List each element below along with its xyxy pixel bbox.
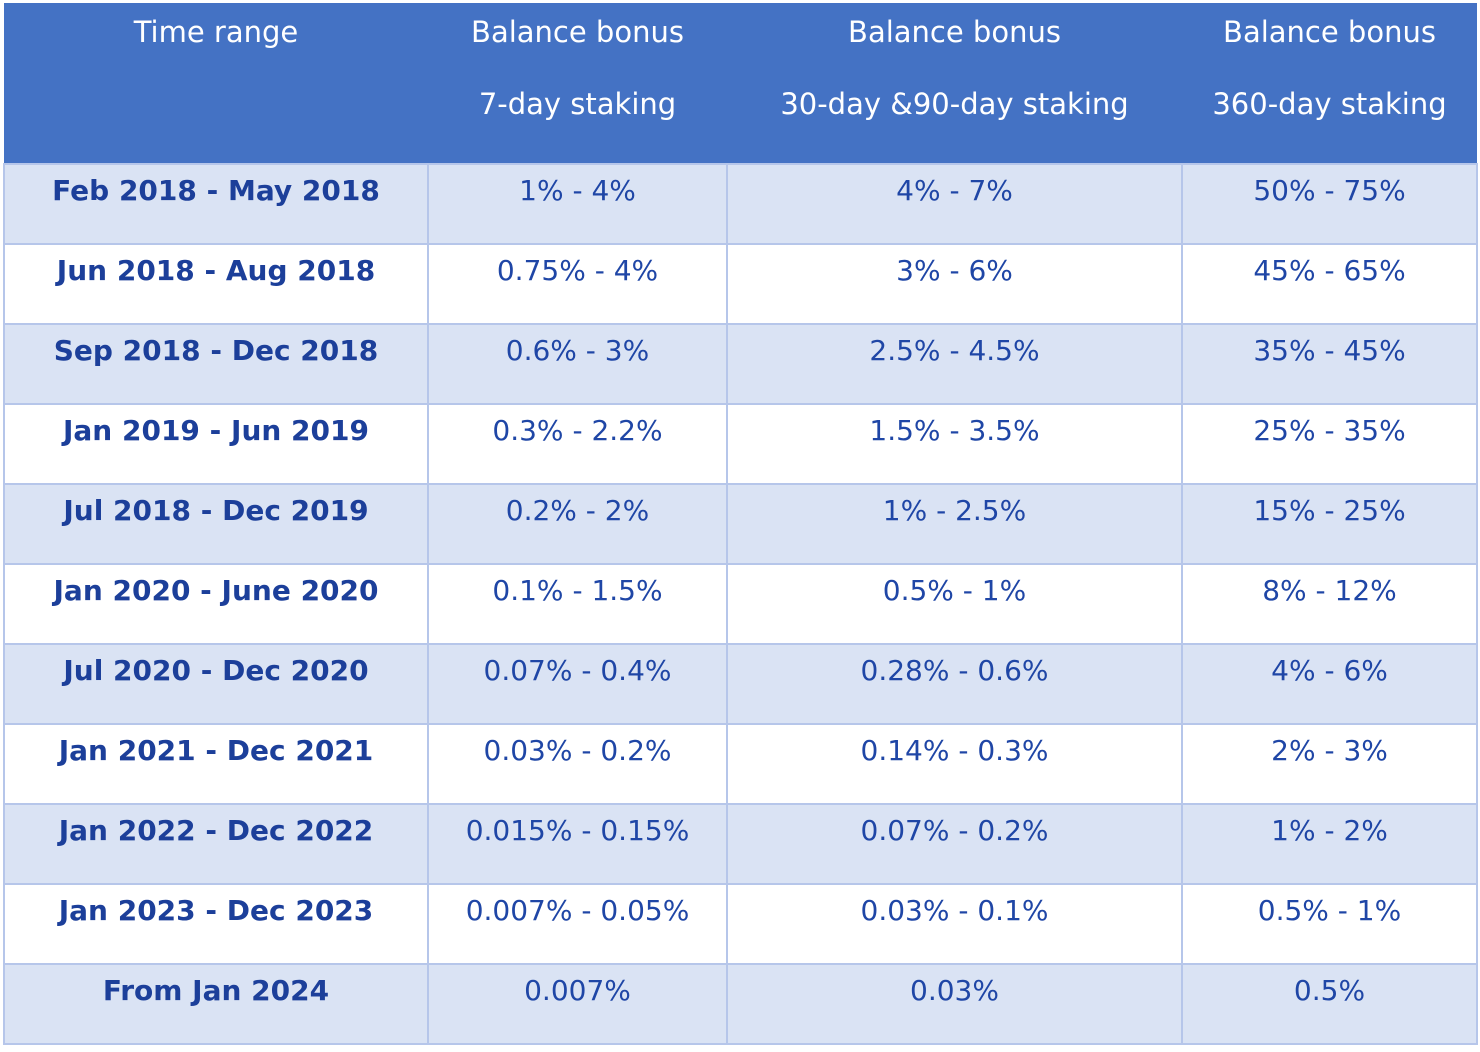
bonus-360-day-cell: 2% - 3%: [1181, 723, 1478, 805]
header-row: Time range Balance bonus 7-day staking B…: [4, 3, 1477, 164]
header-sublabel: 7-day staking: [478, 87, 677, 121]
bonus-360-day-cell: 0.5% - 1%: [1181, 883, 1478, 965]
bonus-7-day-cell: 0.6% - 3%: [427, 323, 728, 405]
bonus-7-day-cell: 0.015% - 0.15%: [427, 803, 728, 885]
table-row: Feb 2018 - May 2018 1% - 4% 4% - 7% 50% …: [3, 163, 1478, 245]
bonus-360-day-cell: 35% - 45%: [1181, 323, 1478, 405]
bonus-30-90-day-cell: 3% - 6%: [726, 243, 1183, 325]
header-7-day: Balance bonus 7-day staking: [428, 3, 727, 164]
bonus-30-90-day-cell: 1.5% - 3.5%: [726, 403, 1183, 485]
time-range-cell: Jul 2018 - Dec 2019: [3, 483, 429, 565]
bonus-30-90-day-cell: 2.5% - 4.5%: [726, 323, 1183, 405]
bonus-30-90-day-cell: 0.5% - 1%: [726, 563, 1183, 645]
time-range-cell: Sep 2018 - Dec 2018: [3, 323, 429, 405]
time-range-cell: Feb 2018 - May 2018: [3, 163, 429, 245]
header-360-day: Balance bonus 360-day staking: [1182, 3, 1477, 164]
bonus-7-day-cell: 0.007% - 0.05%: [427, 883, 728, 965]
bonus-7-day-cell: 1% - 4%: [427, 163, 728, 245]
bonus-360-day-cell: 45% - 65%: [1181, 243, 1478, 325]
header-sublabel: 30-day &90-day staking: [780, 87, 1129, 121]
header-time-range: Time range: [4, 3, 428, 164]
header-label: Balance bonus: [471, 15, 684, 49]
bonus-360-day-cell: 1% - 2%: [1181, 803, 1478, 885]
table-row: Sep 2018 - Dec 2018 0.6% - 3% 2.5% - 4.5…: [3, 323, 1478, 405]
header-label: Time range: [133, 15, 299, 49]
bonus-7-day-cell: 0.75% - 4%: [427, 243, 728, 325]
bonus-30-90-day-cell: 0.03% - 0.1%: [726, 883, 1183, 965]
table-body: Feb 2018 - May 2018 1% - 4% 4% - 7% 50% …: [3, 163, 1478, 1045]
table-row: Jan 2023 - Dec 2023 0.007% - 0.05% 0.03%…: [3, 883, 1478, 965]
header-label: Balance bonus: [848, 15, 1061, 49]
bonus-7-day-cell: 0.07% - 0.4%: [427, 643, 728, 725]
table-row: Jan 2022 - Dec 2022 0.015% - 0.15% 0.07%…: [3, 803, 1478, 885]
table-row: Jul 2020 - Dec 2020 0.07% - 0.4% 0.28% -…: [3, 643, 1478, 725]
bonus-7-day-cell: 0.03% - 0.2%: [427, 723, 728, 805]
bonus-360-day-cell: 4% - 6%: [1181, 643, 1478, 725]
time-range-cell: From Jan 2024: [3, 963, 429, 1045]
bonus-7-day-cell: 0.007%: [427, 963, 728, 1045]
bonus-360-day-cell: 0.5%: [1181, 963, 1478, 1045]
header-sublabel: 360-day staking: [1212, 87, 1447, 121]
bonus-7-day-cell: 0.1% - 1.5%: [427, 563, 728, 645]
time-range-cell: Jan 2020 - June 2020: [3, 563, 429, 645]
table-row: Jan 2019 - Jun 2019 0.3% - 2.2% 1.5% - 3…: [3, 403, 1478, 485]
bonus-30-90-day-cell: 4% - 7%: [726, 163, 1183, 245]
bonus-360-day-cell: 8% - 12%: [1181, 563, 1478, 645]
header-30-90-day: Balance bonus 30-day &90-day staking: [727, 3, 1182, 164]
time-range-cell: Jan 2019 - Jun 2019: [3, 403, 429, 485]
time-range-cell: Jul 2020 - Dec 2020: [3, 643, 429, 725]
bonus-360-day-cell: 25% - 35%: [1181, 403, 1478, 485]
table-row: Jan 2020 - June 2020 0.1% - 1.5% 0.5% - …: [3, 563, 1478, 645]
time-range-cell: Jun 2018 - Aug 2018: [3, 243, 429, 325]
table-row: Jan 2021 - Dec 2021 0.03% - 0.2% 0.14% -…: [3, 723, 1478, 805]
time-range-cell: Jan 2021 - Dec 2021: [3, 723, 429, 805]
bonus-30-90-day-cell: 0.14% - 0.3%: [726, 723, 1183, 805]
bonus-360-day-cell: 50% - 75%: [1181, 163, 1478, 245]
table-row: Jun 2018 - Aug 2018 0.75% - 4% 3% - 6% 4…: [3, 243, 1478, 325]
bonus-30-90-day-cell: 0.07% - 0.2%: [726, 803, 1183, 885]
table-row: From Jan 2024 0.007% 0.03% 0.5%: [3, 963, 1478, 1045]
bonus-7-day-cell: 0.2% - 2%: [427, 483, 728, 565]
table-row: Jul 2018 - Dec 2019 0.2% - 2% 1% - 2.5% …: [3, 483, 1478, 565]
bonus-7-day-cell: 0.3% - 2.2%: [427, 403, 728, 485]
time-range-cell: Jan 2022 - Dec 2022: [3, 803, 429, 885]
staking-bonus-table: Time range Balance bonus 7-day staking B…: [3, 3, 1478, 1045]
time-range-cell: Jan 2023 - Dec 2023: [3, 883, 429, 965]
bonus-30-90-day-cell: 1% - 2.5%: [726, 483, 1183, 565]
bonus-30-90-day-cell: 0.03%: [726, 963, 1183, 1045]
table-header: Time range Balance bonus 7-day staking B…: [4, 3, 1477, 164]
bonus-360-day-cell: 15% - 25%: [1181, 483, 1478, 565]
staking-bonus-table-container: Time range Balance bonus 7-day staking B…: [3, 3, 1478, 1050]
bonus-30-90-day-cell: 0.28% - 0.6%: [726, 643, 1183, 725]
header-label: Balance bonus: [1223, 15, 1436, 49]
